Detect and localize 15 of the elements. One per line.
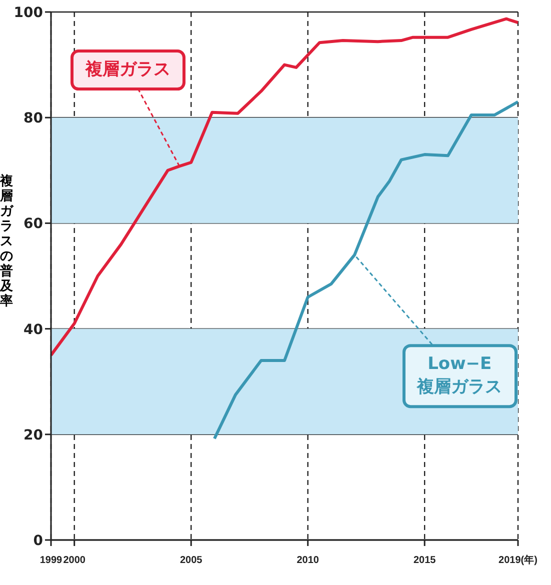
x-tick-label: 2019(年) — [498, 554, 538, 566]
x-tick-label: 2015 — [413, 555, 436, 566]
x-tick-label: 1999 — [40, 555, 63, 566]
y-tick-label: 40 — [24, 322, 44, 338]
y-tick-label: 0 — [33, 532, 44, 549]
text: 複層ガラス — [70, 50, 186, 91]
y-tick-label: 80 — [24, 110, 44, 127]
line-series — [212, 100, 518, 440]
y-tick-label: 20 — [24, 427, 44, 444]
y-tick-label: 100 — [14, 4, 44, 21]
text: Low−E 複層ガラス — [402, 344, 518, 408]
x-tick-label: 2005 — [180, 555, 203, 566]
x-tick-label: 2010 — [296, 555, 320, 566]
y-tick-label: 60 — [24, 216, 44, 232]
x-tick-label: 2000 — [63, 555, 86, 566]
